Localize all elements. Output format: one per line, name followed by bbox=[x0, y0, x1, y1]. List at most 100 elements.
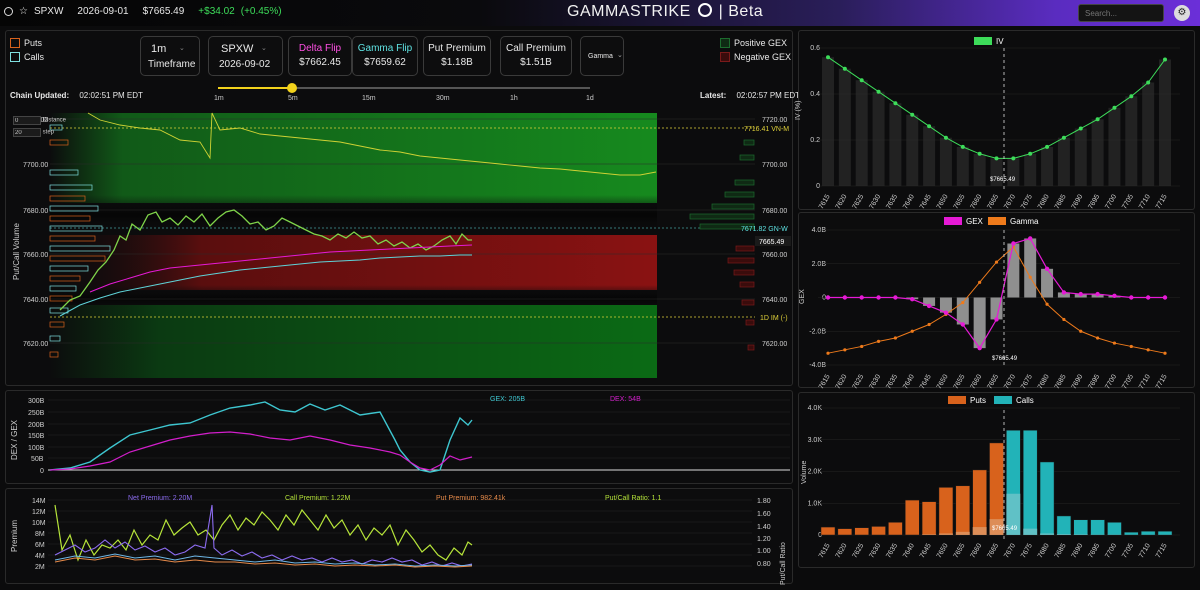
y-tick-label: 0 bbox=[816, 183, 820, 190]
right-gex-bars bbox=[689, 139, 755, 351]
iv-bar bbox=[1024, 153, 1037, 186]
puts-legend-label: Puts bbox=[970, 396, 986, 405]
negative-gex-swatch bbox=[720, 52, 730, 62]
strike-tick-label: 7615 bbox=[818, 193, 832, 210]
gex-bar bbox=[939, 297, 952, 313]
strike-tick-label: 7640 bbox=[902, 542, 916, 559]
volume-legend[interactable]: Puts Calls bbox=[948, 396, 1034, 405]
strike-tick-label: 7695 bbox=[1087, 193, 1101, 210]
slider-handle[interactable] bbox=[287, 83, 297, 93]
gamma-point bbox=[1028, 275, 1032, 279]
slider-tick[interactable]: 1m bbox=[214, 95, 224, 102]
legend-puts[interactable]: Puts bbox=[10, 38, 42, 48]
premium-y-tick: 14M bbox=[32, 498, 46, 505]
latest-time: 02:02:57 PM EDT bbox=[736, 91, 801, 100]
settings-gear-icon[interactable]: ⚙ bbox=[1174, 5, 1190, 21]
iv-point bbox=[893, 101, 898, 106]
iv-bar bbox=[1074, 128, 1087, 186]
strike-tick-label: 7650 bbox=[936, 193, 950, 210]
timeframe-select[interactable]: 1m ⌄ Timeframe bbox=[140, 36, 200, 76]
heatmap-dark-upper bbox=[50, 195, 657, 235]
gex-point bbox=[876, 295, 881, 300]
strike-tick-label: 7675 bbox=[1020, 542, 1034, 559]
heatmap-y-tick-right: 7620.00 bbox=[762, 341, 787, 348]
gamma-flip-value: $7659.62 bbox=[364, 57, 406, 68]
timeframe-value: 1m bbox=[151, 43, 167, 55]
puts-bar bbox=[820, 526, 836, 536]
price-tag-label: 7665.49 bbox=[759, 239, 784, 246]
y-tick-label: 2.0K bbox=[808, 469, 823, 476]
step-input[interactable] bbox=[13, 128, 41, 137]
calls-bar bbox=[1090, 519, 1105, 536]
strike-tick-label: 7660 bbox=[970, 193, 984, 210]
strike-tick-label: 7705 bbox=[1121, 542, 1135, 559]
strike-tick-label: 7620 bbox=[835, 373, 849, 390]
calls-legend-label: Calls bbox=[1016, 396, 1034, 405]
gex-bar bbox=[1041, 268, 1054, 298]
mode-select[interactable]: Gamma ⌄ bbox=[580, 36, 624, 76]
put-premium-summary: Put Premium: 982.41k bbox=[436, 495, 506, 502]
legend-positive-gex[interactable]: Positive GEX bbox=[720, 38, 787, 48]
distance-input[interactable] bbox=[13, 116, 41, 125]
price-candles bbox=[59, 209, 472, 311]
legend-negative-gex[interactable]: Negative GEX bbox=[720, 52, 791, 62]
strike-tick-label: 7685 bbox=[1054, 373, 1068, 390]
dex-gex-y-tick: 150B bbox=[28, 433, 45, 440]
ticker-summary: ☆ SPXW 2026-09-01 $7665.49 +$34.02 (+0.4… bbox=[4, 6, 282, 17]
gamma-point bbox=[1129, 344, 1133, 349]
strike-tick-label: 7675 bbox=[1020, 373, 1034, 390]
strike-tick-label: 7710 bbox=[1138, 193, 1152, 210]
gamma-point bbox=[927, 322, 931, 327]
strike-tick-label: 7670 bbox=[1003, 373, 1017, 390]
strike-tick-label: 7700 bbox=[1104, 193, 1118, 210]
timeframe-slider[interactable]: 1m 5m 15m 30m 1h 1d bbox=[214, 83, 594, 103]
step-control: step bbox=[13, 128, 54, 137]
iv-point bbox=[1061, 135, 1066, 140]
slider-tick[interactable]: 1h bbox=[510, 95, 518, 102]
legend-calls[interactable]: Calls bbox=[10, 52, 44, 62]
gex-legend[interactable]: GEX Gamma bbox=[944, 217, 1039, 226]
strike-tick-label: 7700 bbox=[1104, 373, 1118, 390]
chevron-down-icon: ⌄ bbox=[617, 52, 623, 59]
gn-level-label: 7671.82 GN-W bbox=[741, 226, 788, 233]
volume-spot-label: $7665.49 bbox=[992, 526, 1018, 532]
slider-tick[interactable]: 5m bbox=[288, 95, 298, 102]
slider-tick[interactable]: 1d bbox=[586, 95, 594, 102]
dex-gex-ylabel: DEX / GEX bbox=[10, 419, 19, 460]
iv-bar bbox=[923, 126, 936, 186]
gex-point bbox=[842, 295, 848, 300]
gex-legend-label: GEX bbox=[966, 217, 984, 226]
iv-bar bbox=[1007, 158, 1020, 186]
iv-legend-label: IV bbox=[996, 37, 1004, 46]
gamma-point bbox=[978, 280, 982, 284]
premium-panel bbox=[5, 488, 793, 584]
y-tick-label: -4.0B bbox=[809, 362, 826, 369]
strike-tick-label: 7705 bbox=[1121, 373, 1135, 390]
premium-y-tick: 6M bbox=[35, 542, 45, 549]
search-input[interactable] bbox=[1078, 4, 1164, 22]
iv-point bbox=[1011, 156, 1016, 161]
calls-bar bbox=[1124, 531, 1139, 536]
calls-bar bbox=[922, 534, 937, 535]
favorite-star-icon[interactable]: ☆ bbox=[19, 6, 28, 17]
ticker-select[interactable]: SPXW ⌄ 2026-09-02 bbox=[208, 36, 283, 76]
slider-tick[interactable]: 15m bbox=[362, 95, 376, 102]
positive-gex-swatch bbox=[720, 38, 730, 48]
iv-bar bbox=[838, 68, 851, 186]
ratio-y-tick: 1.80 bbox=[757, 498, 771, 505]
heatmap-ylabel: Put/Call Volume bbox=[12, 223, 21, 280]
gex-point bbox=[960, 322, 965, 327]
gex-point bbox=[1145, 295, 1151, 300]
calls-bar bbox=[972, 527, 987, 535]
price-tag bbox=[755, 236, 791, 246]
dex-value-label: DEX: 54B bbox=[610, 396, 641, 403]
dex-gex-y-tick: 250B bbox=[28, 410, 45, 417]
puts-bar bbox=[1040, 533, 1055, 535]
strike-tick-label: 7635 bbox=[885, 542, 899, 559]
iv-point bbox=[1146, 80, 1151, 85]
gamma-point bbox=[1112, 341, 1117, 345]
iv-point bbox=[859, 78, 864, 83]
iv-legend[interactable]: IV bbox=[974, 37, 1004, 46]
status-dot-icon bbox=[4, 7, 13, 16]
slider-tick[interactable]: 30m bbox=[436, 95, 450, 102]
